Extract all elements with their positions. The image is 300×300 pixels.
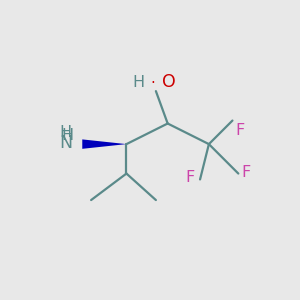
Text: ·: · (151, 76, 155, 91)
Text: F: F (236, 124, 244, 139)
Text: H: H (132, 75, 144, 90)
Text: H: H (61, 128, 74, 142)
Text: H: H (60, 125, 72, 140)
Polygon shape (82, 140, 126, 149)
Text: F: F (185, 170, 194, 185)
Text: N: N (59, 134, 72, 152)
Text: O: O (162, 73, 176, 91)
Text: F: F (241, 165, 250, 180)
